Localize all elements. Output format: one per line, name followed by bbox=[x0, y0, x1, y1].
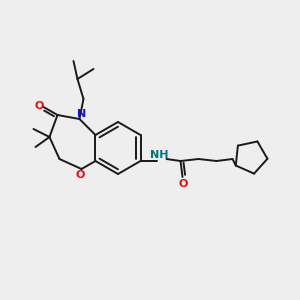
Text: N: N bbox=[77, 109, 86, 119]
Text: O: O bbox=[35, 101, 44, 111]
Text: O: O bbox=[76, 170, 85, 180]
Text: O: O bbox=[179, 179, 188, 189]
Text: NH: NH bbox=[150, 150, 169, 160]
